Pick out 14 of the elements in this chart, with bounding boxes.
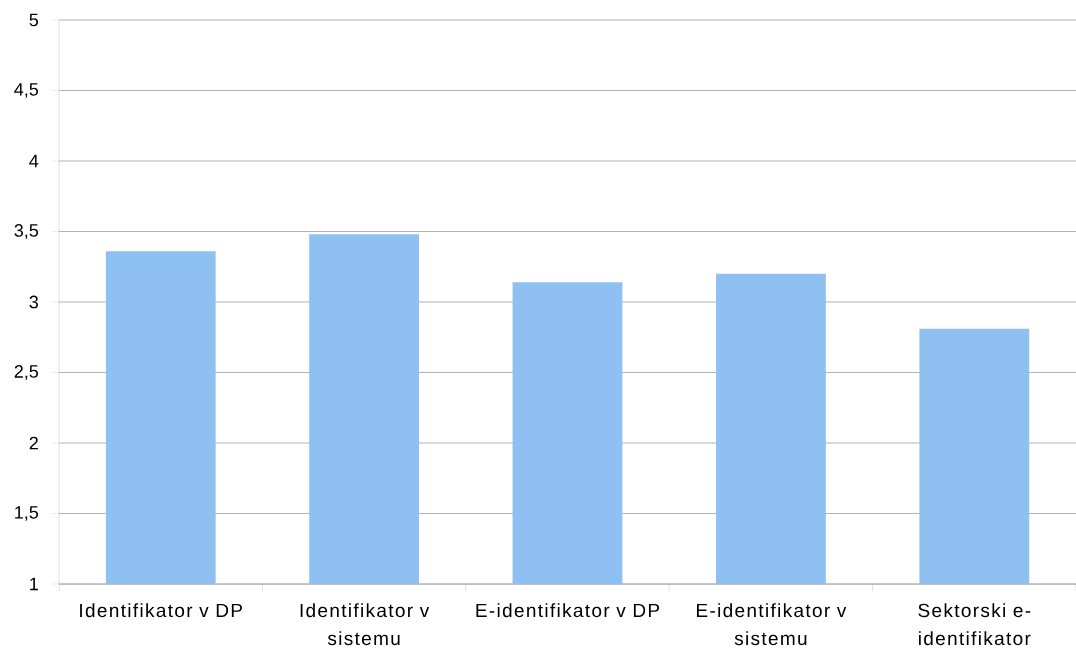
x-tick-label: E-identifikator v sistemu: [697, 603, 847, 646]
x-tick-label: Identifikator v DP: [80, 603, 242, 618]
y-tick-label: 2,5: [14, 365, 39, 380]
x-tick-label: Identifikator v sistemu: [300, 603, 430, 646]
y-tick-label: 4,5: [14, 83, 39, 98]
y-tick-label: 4: [29, 154, 39, 168]
y-tick-label: 1: [30, 577, 38, 591]
y-tick-label: 3: [29, 295, 39, 309]
y-tick-label: 3,5: [14, 224, 39, 239]
y-tick-label: 1,5: [15, 506, 39, 521]
x-tick-label: Sektorski e-identifikator: [918, 603, 1031, 646]
x-tick-label: E-identifikator v DP: [476, 603, 660, 618]
y-tick-label: 2: [29, 436, 38, 450]
y-tick-label: 5: [29, 13, 39, 27]
